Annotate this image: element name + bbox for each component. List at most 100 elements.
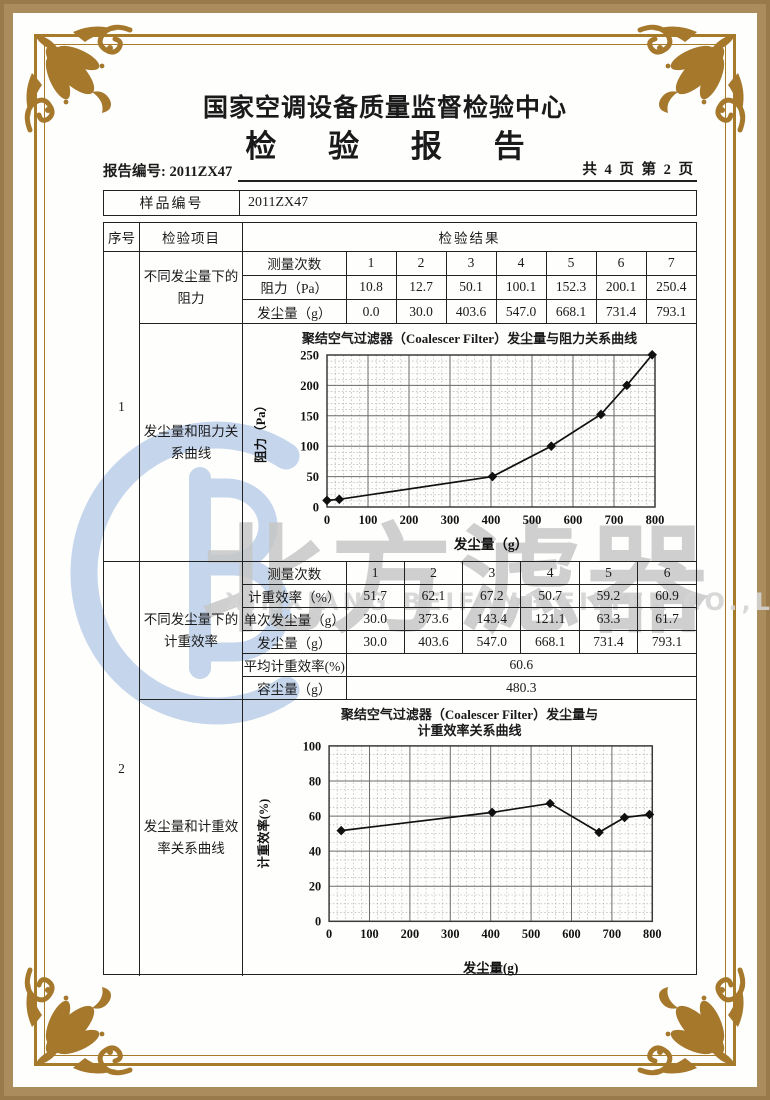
svg-text:700: 700 <box>605 513 624 527</box>
svg-text:计重效率(%): 计重效率(%) <box>256 798 271 868</box>
resistance-chart: 0 100 200 300 400 500 600 700 800 0 50 100 150 200 250… <box>253 349 664 553</box>
table-row: 测量次数 1 2 3 4 5 6 7 <box>243 252 696 276</box>
row-label: 计重效率（%） <box>243 583 346 608</box>
svg-text:400: 400 <box>481 927 499 941</box>
svg-text:200: 200 <box>400 513 419 527</box>
data-cell: 12.7 <box>395 274 446 300</box>
svg-text:发尘量(g): 发尘量(g) <box>462 959 518 975</box>
summary-label: 平均计重效率(%) <box>243 652 346 677</box>
svg-text:600: 600 <box>562 927 580 941</box>
section2-item-data: 不同发尘量下的计重效率 <box>139 561 242 699</box>
data-cell: 373.6 <box>403 606 463 631</box>
data-cell: 200.1 <box>595 274 646 300</box>
svg-text:0: 0 <box>313 501 319 515</box>
sample-label: 样品编号 <box>104 191 240 215</box>
svg-text:500: 500 <box>522 927 540 941</box>
efficiency-chart-title-line1: 聚结空气过滤器（Coalescer Filter）发尘量与 <box>340 707 599 722</box>
data-cell: 30.0 <box>345 606 405 631</box>
gold-frame-outer <box>34 34 736 1066</box>
data-cell: 59.2 <box>578 583 638 608</box>
svg-text:100: 100 <box>300 440 319 454</box>
svg-text:80: 80 <box>309 774 321 788</box>
corner-ornament-bottom-right <box>637 967 746 1076</box>
section2-seq: 2 <box>104 561 139 976</box>
data-cell: 50.7 <box>520 583 580 608</box>
svg-text:50: 50 <box>307 470 320 484</box>
data-cell: 547.0 <box>495 299 546 323</box>
resistance-chart-cell: 聚结空气过滤器（Coalescer Filter）发尘量与阻力关系曲线 0 100… <box>242 323 696 561</box>
svg-text:300: 300 <box>441 513 460 527</box>
column-header-item: 检验项目 <box>139 223 242 251</box>
data-cell: 1 <box>345 252 396 276</box>
meta-underline: 共 4 页 第 2 页 <box>238 158 697 182</box>
data-cell: 143.4 <box>462 606 521 631</box>
report-title: 检 验 报 告 <box>245 129 547 164</box>
svg-text:150: 150 <box>300 410 319 424</box>
data-cell: 403.6 <box>403 629 463 654</box>
data-cell: 0.0 <box>345 299 396 323</box>
data-cell: 67.2 <box>462 583 521 608</box>
data-cell: 63.3 <box>578 606 638 631</box>
data-cell: 547.0 <box>462 629 521 654</box>
row-label: 测量次数 <box>267 566 322 582</box>
summary-value: 60.6 <box>345 652 696 677</box>
section2-data-cell: 测量次数 1 2 3 4 5 6 计重效率（%） 51.7 62.1 67.2 50.7 59.2 60… <box>242 561 696 699</box>
row-label: 测量次数 <box>267 257 322 273</box>
section1-item-chart: 发尘量和阻力关系曲线 <box>139 323 242 561</box>
resistance-chart-title: 聚结空气过滤器（Coalescer Filter）发尘量与阻力关系曲线 <box>301 331 638 346</box>
section1-item-data: 不同发尘量下的阻力 <box>139 251 242 323</box>
row-label: 单次发尘量（g） <box>243 606 346 631</box>
efficiency-chart-title-line2: 计重效率关系曲线 <box>417 723 522 739</box>
report-meta-row: 报告编号: 2011ZX47 共 4 页 第 2 页 <box>103 158 697 182</box>
efficiency-chart: 0 100 200 300 400 500 600 700 800 0 20 40 60 80 100 计重效… <box>256 740 662 976</box>
corner-ornament-bottom-left <box>24 967 133 1076</box>
data-cell: 6 <box>637 562 696 585</box>
svg-text:0: 0 <box>324 513 330 527</box>
data-cell: 731.4 <box>595 299 646 323</box>
results-table: 序号 检验项目 检验结果 1 不同发尘量下的阻力 测量次数 1 2 3 4 5 6 7 阻力（… <box>103 222 697 976</box>
data-cell: 61.7 <box>637 606 696 631</box>
efficiency-chart-cell: 聚结空气过滤器（Coalescer Filter）发尘量与 计重效率关系曲线 0… <box>242 699 696 976</box>
data-cell: 50.1 <box>445 274 496 300</box>
svg-text:100: 100 <box>359 513 378 527</box>
data-cell: 5 <box>545 252 596 276</box>
data-cell: 793.1 <box>637 629 696 654</box>
resistance-data-table: 测量次数 1 2 3 4 5 6 7 阻力（Pa） 10.8 12.7 50.1 100.1 152.3… <box>243 252 696 323</box>
data-cell: 30.0 <box>345 629 405 654</box>
data-cell: 10.8 <box>345 274 396 300</box>
data-cell: 3 <box>445 252 496 276</box>
data-cell: 403.6 <box>445 299 496 323</box>
data-cell: 121.1 <box>520 606 580 631</box>
data-cell: 51.7 <box>345 583 405 608</box>
svg-text:800: 800 <box>643 927 661 941</box>
data-cell: 4 <box>520 562 580 585</box>
table-row: 阻力（Pa） 10.8 12.7 50.1 100.1 152.3 200.1 250.4 <box>243 274 696 300</box>
svg-text:200: 200 <box>300 379 319 393</box>
data-cell: 6 <box>595 252 646 276</box>
table-row: 发尘量（g） 30.0 403.6 547.0 668.1 731.4 793.1 <box>243 629 696 654</box>
table-row: 测量次数 1 2 3 4 5 6 <box>243 562 696 585</box>
efficiency-data-table: 测量次数 1 2 3 4 5 6 计重效率（%） 51.7 62.1 67.2 50.7 59.2 60… <box>243 562 696 699</box>
row-label: 发尘量（g） <box>243 629 346 654</box>
data-cell: 7 <box>645 252 696 276</box>
svg-text:600: 600 <box>564 513 583 527</box>
section2-item-chart: 发尘量和计重效率关系曲线 <box>139 699 242 976</box>
svg-text:0: 0 <box>315 914 321 928</box>
sample-number-row: 样品编号 2011ZX47 <box>103 190 697 216</box>
data-cell: 668.1 <box>545 299 596 323</box>
data-cell: 60.9 <box>637 583 696 608</box>
corner-ornament-top-right <box>637 24 746 133</box>
column-header-seq: 序号 <box>108 231 135 246</box>
data-cell: 793.1 <box>645 299 696 323</box>
svg-text:阻力（Pa）: 阻力（Pa） <box>253 399 268 463</box>
table-row: 单次发尘量（g） 30.0 373.6 143.4 121.1 63.3 61.7 <box>243 606 696 631</box>
svg-text:250: 250 <box>300 349 319 363</box>
svg-text:100: 100 <box>303 740 321 753</box>
svg-text:500: 500 <box>523 513 542 527</box>
data-cell: 731.4 <box>578 629 638 654</box>
table-row: 容尘量（g） 480.3 <box>243 676 696 699</box>
column-header-result: 检验结果 <box>242 223 696 251</box>
svg-text:100: 100 <box>360 927 378 941</box>
table-row: 发尘量（g） 0.0 30.0 403.6 547.0 668.1 731.4 793.1 <box>243 299 696 323</box>
